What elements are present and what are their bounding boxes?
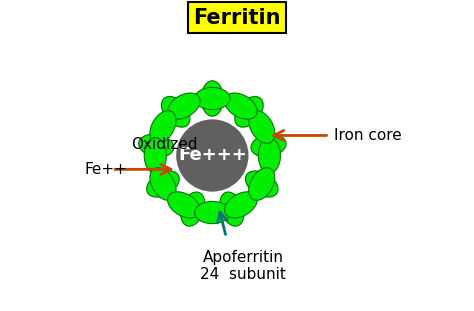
Ellipse shape: [249, 168, 275, 200]
Ellipse shape: [258, 138, 281, 173]
Ellipse shape: [225, 192, 257, 218]
Text: Ferritin: Ferritin: [193, 7, 281, 28]
Text: Oxidized: Oxidized: [131, 137, 197, 152]
Text: Fe+++: Fe+++: [178, 146, 247, 165]
Ellipse shape: [246, 171, 278, 197]
Text: Fe++: Fe++: [84, 162, 128, 177]
Ellipse shape: [150, 111, 176, 143]
Ellipse shape: [167, 192, 200, 218]
Ellipse shape: [150, 168, 176, 200]
Ellipse shape: [181, 192, 205, 226]
Ellipse shape: [220, 192, 244, 226]
Ellipse shape: [225, 93, 257, 119]
Ellipse shape: [144, 138, 166, 173]
Ellipse shape: [195, 202, 230, 224]
Ellipse shape: [201, 81, 223, 116]
Ellipse shape: [167, 93, 200, 119]
Ellipse shape: [162, 96, 190, 127]
Ellipse shape: [235, 96, 263, 127]
Ellipse shape: [251, 134, 286, 157]
Ellipse shape: [146, 171, 179, 197]
Text: Iron core: Iron core: [334, 128, 402, 143]
Ellipse shape: [138, 134, 174, 157]
Circle shape: [177, 120, 248, 191]
Ellipse shape: [249, 111, 275, 143]
Ellipse shape: [195, 87, 230, 109]
Text: Apoferritin
24  subunit: Apoferritin 24 subunit: [200, 249, 286, 282]
